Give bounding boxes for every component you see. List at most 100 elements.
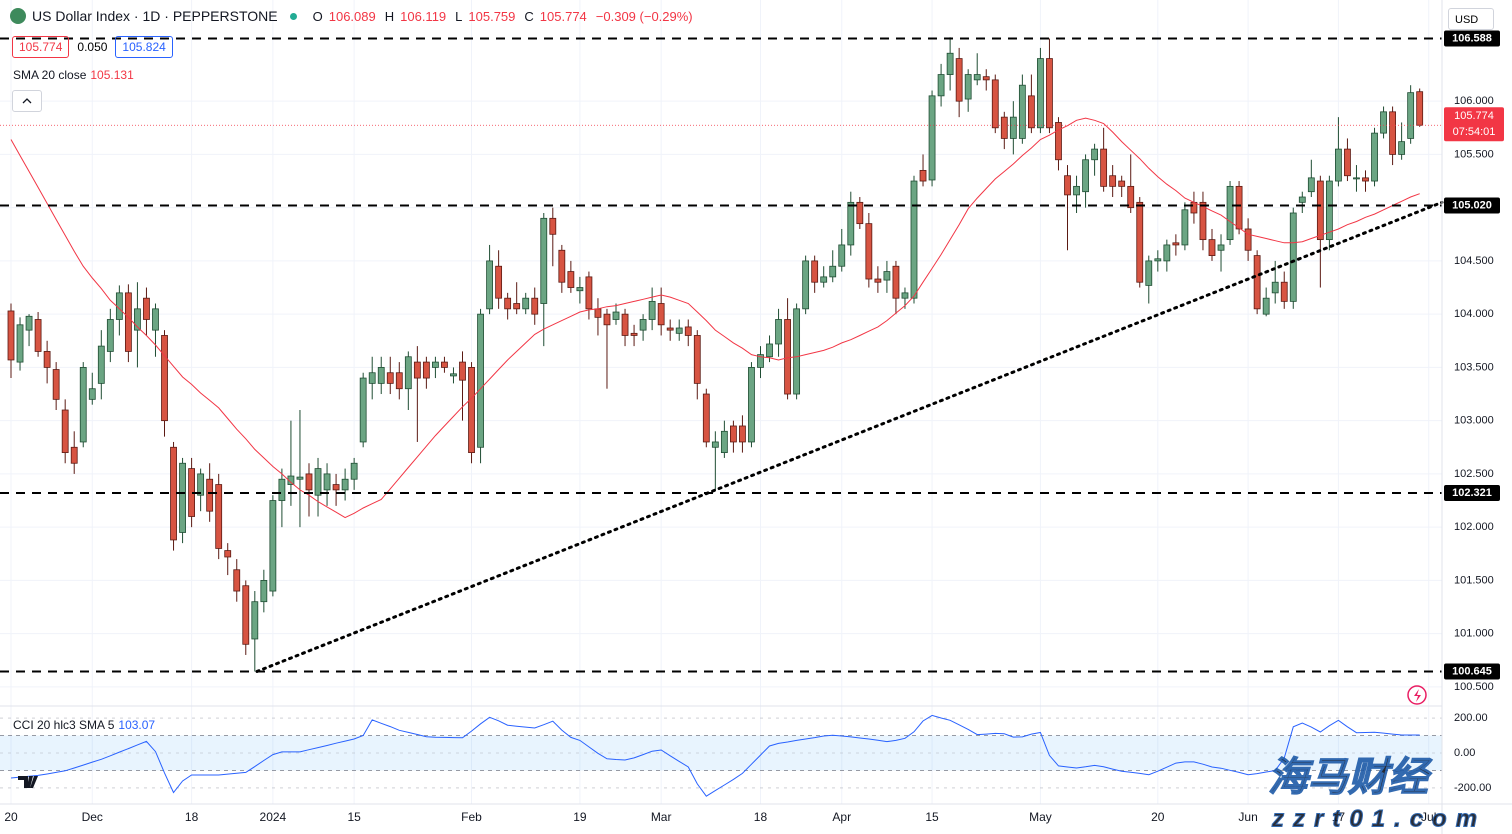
x-tick-label: 15 <box>347 810 361 824</box>
candle-body <box>1226 185 1234 241</box>
cci-tick-label: 200.00 <box>1454 712 1488 724</box>
candle-body <box>531 297 539 315</box>
candle-body <box>937 74 945 97</box>
y-tick-label: 103.500 <box>1454 361 1494 373</box>
candle-body <box>883 271 891 281</box>
candle-body <box>1389 111 1396 155</box>
candle-body <box>450 373 457 377</box>
candle-body <box>910 180 918 299</box>
symbol-icon <box>10 8 26 24</box>
candle-body <box>1127 185 1135 209</box>
candle-body <box>152 308 159 331</box>
candle-body <box>395 372 403 390</box>
x-tick-label: 19 <box>573 810 587 824</box>
candle-body <box>1018 84 1026 139</box>
currency-selector[interactable]: USD <box>1448 8 1494 30</box>
candle-body <box>901 292 909 299</box>
cci-line <box>10 714 1420 797</box>
alert-icon[interactable] <box>1407 685 1427 705</box>
x-tick-label: 2024 <box>260 810 287 824</box>
candle-body <box>711 441 719 448</box>
level-label: 100.645 <box>1452 665 1492 677</box>
candle-body <box>1316 180 1324 241</box>
candle-body <box>143 297 150 320</box>
candle-body <box>206 478 214 512</box>
candle-body <box>766 343 773 358</box>
candle-body <box>106 319 114 352</box>
candle-body <box>522 297 530 310</box>
candle-body <box>7 310 15 361</box>
candle-body <box>179 462 186 533</box>
ohlc-key: L <box>455 8 463 24</box>
x-tick-label: 17 <box>1332 810 1346 824</box>
candle-body <box>134 308 141 331</box>
candle-body <box>495 265 503 299</box>
candle-body <box>1235 185 1243 230</box>
candle-body <box>350 462 358 480</box>
candle-body <box>1154 258 1162 262</box>
candle-body <box>1172 242 1180 246</box>
level-label: 102.321 <box>1452 487 1492 499</box>
ohlc-key: C <box>524 8 534 24</box>
sell-price[interactable]: 105.774 <box>12 36 70 58</box>
cci-value: 103.07 <box>118 718 156 732</box>
candle-body <box>1289 212 1297 302</box>
candle-body <box>1262 297 1270 315</box>
x-tick-label: 18 <box>185 810 199 824</box>
trendline <box>255 200 1444 673</box>
y-tick-label: 103.000 <box>1454 415 1494 427</box>
candle-body <box>865 223 873 280</box>
candle-body <box>919 169 927 182</box>
level-label-box <box>1444 197 1500 214</box>
candle-body <box>955 58 963 102</box>
sma-legend: SMA 20 close 105.131 <box>13 68 134 82</box>
candle-body <box>567 271 575 288</box>
candle-body <box>1082 159 1089 193</box>
watermark-url: zzrt01.com <box>1271 805 1486 832</box>
candle-body <box>1118 180 1126 187</box>
candle-body <box>1298 196 1306 203</box>
candle-body <box>1208 239 1216 256</box>
candle-body <box>70 446 78 464</box>
candle-body <box>1353 177 1360 180</box>
cci-name: CCI 20 hlc3 SMA 5 <box>13 718 115 732</box>
candle-body <box>1344 148 1351 177</box>
buy-price[interactable]: 105.824 <box>115 36 173 58</box>
candle-body <box>1335 148 1342 182</box>
candle-body <box>1145 260 1153 286</box>
candle-body <box>702 393 710 443</box>
ohlc-value: 105.774 <box>539 8 587 24</box>
candle-body <box>892 265 900 299</box>
candle-body <box>928 95 936 181</box>
symbol-title[interactable]: US Dollar Index · 1D · PEPPERSTONE <box>32 8 278 24</box>
candle-body <box>242 585 250 645</box>
candle-body <box>1163 244 1171 262</box>
x-tick-label: Mar <box>651 810 672 824</box>
collapse-button[interactable] <box>12 90 42 112</box>
candle-body <box>432 361 439 368</box>
watermark: 海马财经 <box>1268 756 1433 800</box>
candle-body <box>630 332 638 336</box>
candle-body <box>1398 141 1406 155</box>
candle-body <box>648 300 656 320</box>
candle-body <box>991 79 999 129</box>
y-tick-label: 101.000 <box>1454 628 1494 640</box>
candle-body <box>314 468 322 496</box>
candle-body <box>504 297 512 310</box>
candle-body <box>1244 228 1252 251</box>
candle-body <box>1100 148 1108 187</box>
candle-body <box>368 372 376 384</box>
candle-body <box>1325 180 1333 241</box>
cci-legend: CCI 20 hlc3 SMA 5 103.07 <box>13 718 155 732</box>
candle-body <box>1416 91 1424 126</box>
candle-body <box>1000 116 1008 139</box>
legend-header: US Dollar Index · 1D · PEPPERSTONE O 106.… <box>10 8 696 24</box>
candle-body <box>1407 92 1415 139</box>
candle-body <box>97 345 105 384</box>
x-tick-label: Feb <box>461 810 482 824</box>
candle-body <box>161 335 168 422</box>
y-tick-label: 104.000 <box>1454 308 1494 320</box>
alert-bolt <box>1414 689 1421 702</box>
candle-body <box>124 292 132 352</box>
